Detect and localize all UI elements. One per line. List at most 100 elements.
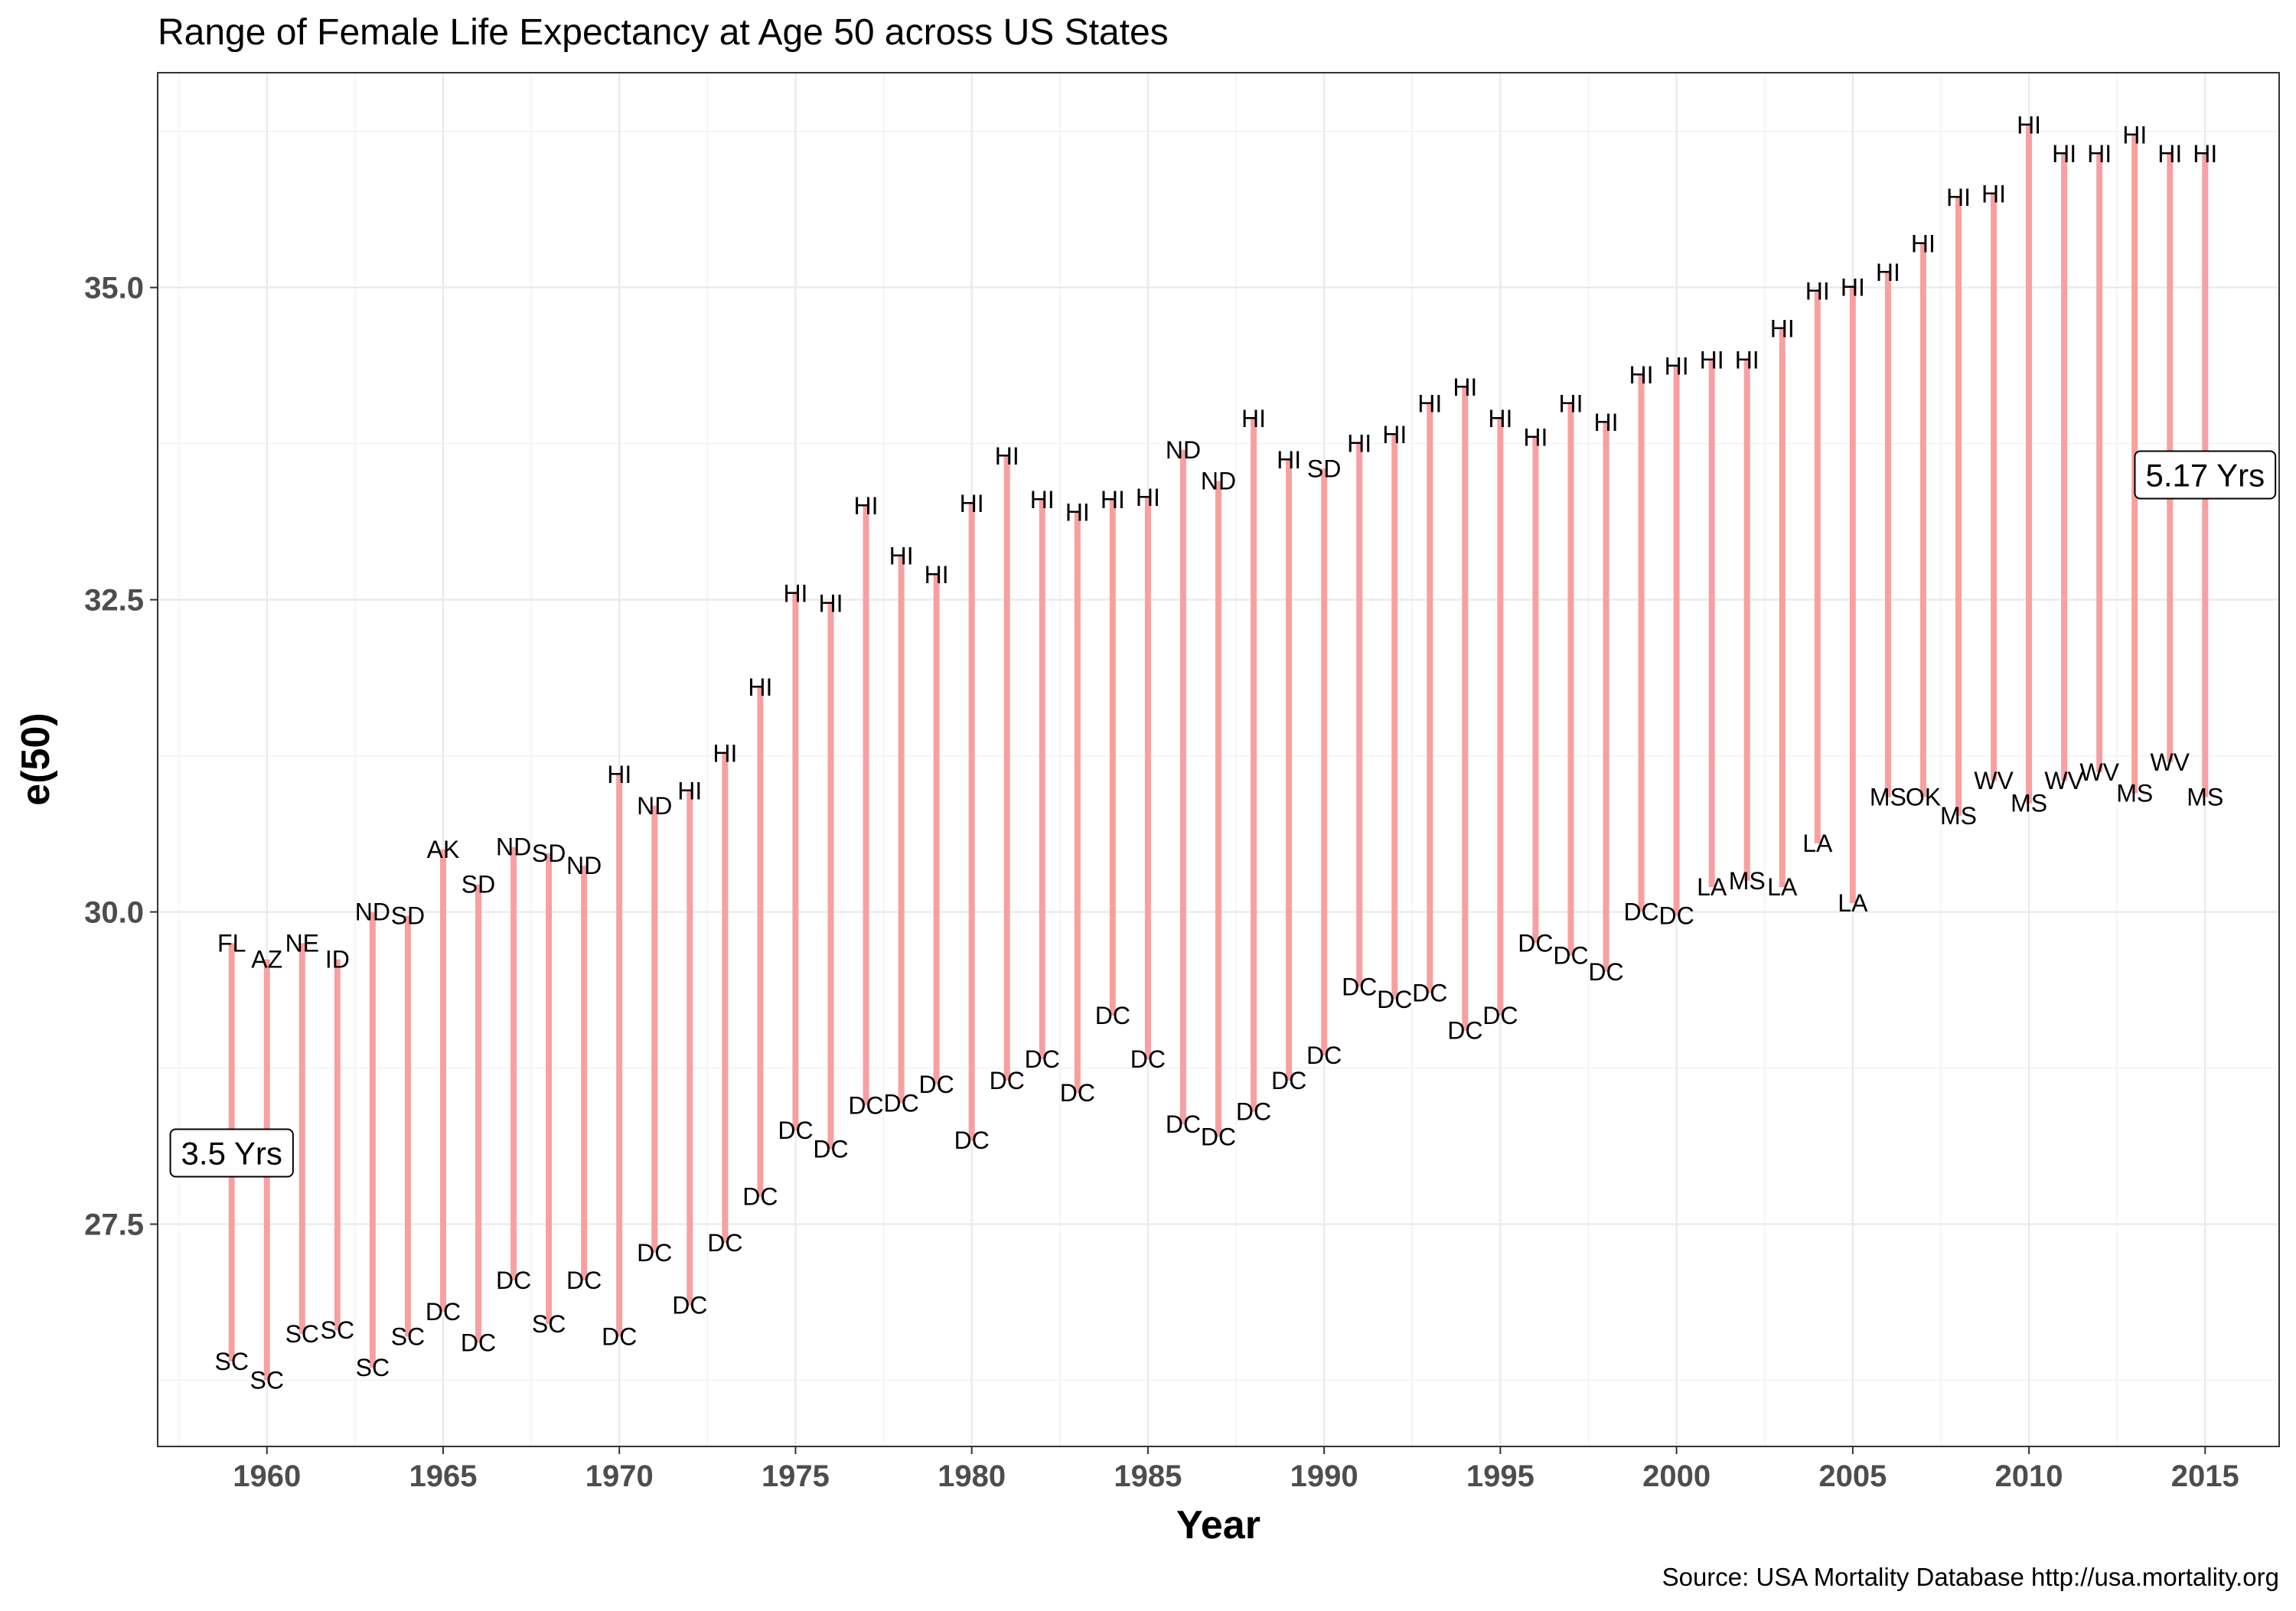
min-state-label-1989: DC [1271, 1067, 1306, 1094]
min-state-label-1962: SC [321, 1316, 354, 1344]
min-state-label-1960: SC [250, 1367, 284, 1394]
max-state-label-1974: HI [748, 673, 772, 701]
min-state-label-1983: DC [1060, 1079, 1095, 1107]
range-annotations: 3.5 Yrs 5.17 Yrs [169, 450, 2277, 1178]
max-state-label-1962: ID [325, 946, 350, 973]
min-state-label-1969: DC [566, 1267, 602, 1294]
y-tick-label: 32.5 [84, 584, 144, 618]
min-state-label-2010: MS [2011, 790, 2047, 817]
min-state-label-1996: DC [1518, 929, 1553, 957]
y-tick-label: 27.5 [84, 1208, 144, 1242]
max-state-label-2013: HI [2122, 122, 2147, 149]
max-state-label-1979: HI [925, 561, 949, 589]
x-tick-label: 1965 [409, 1459, 477, 1493]
min-state-label-2005: LA [1838, 889, 1868, 917]
chart-title: Range of Female Life Expectancy at Age 5… [158, 12, 1169, 53]
min-state-label-1991: DC [1342, 973, 1377, 1000]
y-axis-title: e(50) [14, 713, 58, 805]
min-state-label-1999: DC [1623, 898, 1658, 926]
min-state-label-1973: DC [707, 1229, 742, 1257]
state-labels: FL SC AZ SC NE SC ID SC ND SC SD SC AK DC SD DC ND DC SD SC… [214, 112, 2223, 1394]
annotation-box [169, 1128, 294, 1178]
range-annotation-1: 5.17 Yrs [2134, 450, 2277, 500]
x-tick-label: 1995 [1466, 1459, 1534, 1493]
max-state-label-2008: HI [1946, 184, 1971, 211]
min-state-label-1972: DC [672, 1292, 707, 1319]
max-state-label-1997: HI [1558, 390, 1583, 417]
annotation-box [2134, 450, 2277, 500]
max-state-label-1961: NE [285, 929, 319, 957]
min-state-label-1979: DC [919, 1071, 954, 1098]
annotation-text: 3.5 Yrs [181, 1136, 282, 1172]
max-state-label-1963: ND [355, 898, 390, 926]
x-tick-label: 1960 [233, 1459, 301, 1493]
max-state-label-1967: ND [496, 833, 531, 861]
min-state-label-1992: DC [1377, 986, 1412, 1013]
max-state-label-1976: HI [818, 590, 843, 618]
min-state-label-1995: DC [1482, 1002, 1518, 1029]
min-state-label-1984: DC [1095, 1002, 1130, 1029]
min-state-label-2002: MS [1729, 867, 1766, 895]
min-state-label-2001: LA [1697, 873, 1727, 901]
min-state-label-2012: WV [2079, 758, 2119, 786]
min-state-label-1998: DC [1588, 958, 1623, 986]
max-state-label-2007: HI [1911, 230, 1936, 258]
min-state-label-1971: DC [637, 1239, 672, 1267]
max-state-label-1964: SD [391, 902, 425, 929]
max-state-label-1980: HI [960, 490, 984, 517]
min-state-label-2009: WV [1974, 767, 2014, 794]
min-state-label-1987: DC [1201, 1123, 1236, 1150]
max-state-label-1970: HI [607, 761, 631, 788]
x-axis-title: Year [1176, 1503, 1261, 1547]
max-state-label-1981: HI [995, 442, 1019, 470]
min-state-label-2014: WV [2150, 748, 2190, 776]
max-state-label-2015: HI [2193, 140, 2217, 168]
max-state-label-1959: FL [217, 929, 246, 957]
max-state-label-1983: HI [1065, 498, 1090, 526]
y-tick-label: 35.0 [84, 272, 144, 305]
max-state-label-2004: HI [1805, 278, 1830, 305]
max-state-label-1978: HI [889, 543, 914, 570]
y-axis: 27.5 30.0 32.5 35.0 [84, 272, 158, 1242]
max-state-label-1992: HI [1382, 421, 1407, 448]
max-state-label-2011: HI [2052, 140, 2076, 168]
x-tick-label: 2005 [1818, 1459, 1887, 1493]
max-state-label-2006: HI [1876, 259, 1900, 286]
min-state-label-2015: MS [2187, 783, 2223, 810]
max-state-label-1988: HI [1241, 405, 1266, 432]
range-annotation-0: 3.5 Yrs [169, 1128, 294, 1178]
min-state-label-1968: SC [532, 1310, 566, 1338]
max-state-label-1966: SD [461, 871, 495, 898]
max-state-label-1960: AZ [251, 946, 282, 973]
max-state-label-1972: HI [677, 777, 702, 804]
x-tick-label: 1980 [938, 1459, 1006, 1493]
annotation-text: 5.17 Yrs [2145, 457, 2265, 493]
min-state-label-2011: WV [2044, 767, 2084, 794]
x-tick-label: 2000 [1642, 1459, 1711, 1493]
max-state-label-1990: SD [1307, 455, 1341, 482]
max-state-label-1968: SD [532, 840, 566, 867]
min-state-label-1961: SC [285, 1320, 319, 1348]
min-state-label-1982: DC [1025, 1045, 1060, 1073]
max-state-label-1991: HI [1347, 430, 1371, 458]
min-state-label-1990: DC [1306, 1042, 1342, 1069]
max-state-label-1993: HI [1417, 390, 1442, 417]
max-state-label-1987: ND [1201, 468, 1236, 495]
min-state-label-2007: OK [1906, 783, 1941, 810]
min-state-label-1975: DC [778, 1117, 813, 1144]
x-tick-label: 1990 [1290, 1459, 1358, 1493]
max-state-label-1996: HI [1523, 423, 1548, 451]
max-state-label-2014: HI [2157, 140, 2182, 168]
x-axis: 1960 1965 1970 1975 1980 1985 1990 1995 2000 2005… [233, 1446, 2239, 1493]
min-state-label-2004: LA [1802, 830, 1833, 857]
min-state-label-1993: DC [1412, 980, 1447, 1007]
min-state-label-1970: DC [602, 1322, 637, 1350]
min-state-label-1967: DC [496, 1267, 531, 1294]
max-state-label-2005: HI [1841, 274, 1865, 302]
min-state-label-1985: DC [1130, 1045, 1166, 1073]
min-state-label-1963: SC [356, 1354, 390, 1381]
x-tick-label: 2015 [2171, 1459, 2239, 1493]
min-state-label-2006: MS [1870, 783, 1906, 810]
